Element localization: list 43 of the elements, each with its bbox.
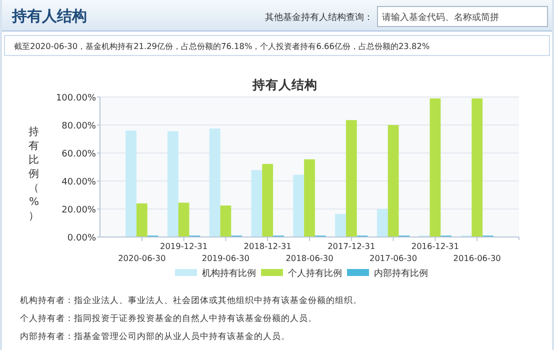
bar — [209, 128, 220, 237]
x-tick-label: 2016-06-30 — [453, 253, 501, 263]
bar — [126, 130, 136, 237]
legend-label: 个人持有比例 — [288, 268, 342, 279]
y-tick-label: 20.00% — [62, 206, 96, 216]
text: 请输入基金代码、名称或简拼 — [382, 12, 499, 23]
text: 机构持有者：指企业法人、事业法人、社会团体或其他组织中持有该基金份额的组织。 — [20, 295, 362, 306]
y-axis-title: 持有比例（%） — [28, 126, 40, 222]
y-tick-label: 40.00% — [62, 178, 96, 188]
text: 截至2020-06-30，基金机构持有21.29亿份，占总份额的76.18%，个人投资者持有6.66亿份，占总份额的23.82% — [14, 41, 430, 51]
bar — [304, 159, 315, 237]
bar — [167, 131, 178, 237]
text: 内部持有者：指基金管理公司内部的从业人员中持有该基金的人员。 — [20, 331, 290, 342]
bar — [430, 98, 441, 237]
x-tick-label: 2018-12-31 — [244, 241, 292, 251]
x-tick-label: 2018-06-30 — [286, 253, 334, 263]
bar — [178, 202, 190, 237]
y-tick-label: 0.00% — [67, 234, 96, 244]
x-tick-label: 2020-06-30 — [118, 253, 166, 263]
bar — [251, 170, 262, 237]
bar — [293, 174, 304, 237]
text: 其他基金持有人结构查询： — [265, 12, 373, 23]
bar — [136, 203, 148, 237]
text: 持有人结构 — [11, 7, 87, 25]
x-tick-label: 2019-12-31 — [160, 241, 208, 251]
bar — [220, 206, 232, 237]
legend-label: 内部持有比例 — [374, 268, 428, 279]
bar — [335, 214, 346, 237]
x-tick-label: 2017-06-30 — [370, 253, 418, 263]
bar — [388, 125, 399, 237]
bar — [376, 209, 388, 237]
x-tick-label: 2017-12-31 — [328, 241, 376, 251]
chart-title: 持有人结构 — [252, 77, 318, 92]
y-tick-label: 100.00% — [56, 94, 96, 104]
text: 个人持有者：指同投资于证券投资基金的自然人中持有该基金份额的人员。 — [20, 313, 317, 324]
bar — [472, 98, 483, 237]
bar — [346, 120, 357, 237]
legend-label: 机构持有比例 — [202, 268, 256, 279]
y-tick-label: 80.00% — [62, 122, 96, 132]
x-tick-label: 2019-06-30 — [202, 253, 250, 263]
y-tick-label: 60.00% — [62, 150, 96, 160]
bar — [262, 164, 274, 237]
x-tick-label: 2016-12-31 — [411, 241, 459, 251]
